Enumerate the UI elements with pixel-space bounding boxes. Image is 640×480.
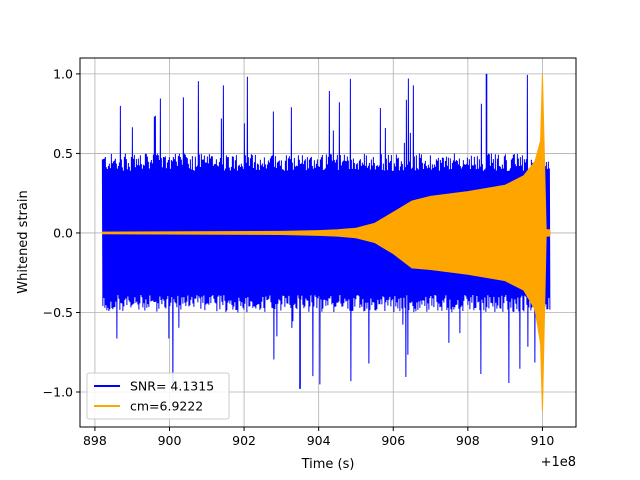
x-tick-label: 900 xyxy=(158,433,182,448)
y-tick-label: 1.0 xyxy=(53,66,73,81)
y-tick-label: −0.5 xyxy=(43,305,73,320)
x-axis-ticks: 898 900 902 904 906 908 910 xyxy=(83,427,554,448)
x-tick-label: 904 xyxy=(307,433,331,448)
x-axis-label: Time (s) xyxy=(301,457,355,472)
series-cm-envelope xyxy=(101,73,551,412)
y-axis-label: Whitened strain xyxy=(16,190,31,293)
y-tick-label: −1.0 xyxy=(43,385,73,400)
legend-box xyxy=(86,372,230,420)
series-layer xyxy=(101,73,551,412)
legend-label-cm: cm=6.9222 xyxy=(130,399,203,414)
x-offset-label: +1e8 xyxy=(541,455,576,470)
x-tick-label: 910 xyxy=(531,433,555,448)
legend-label-snr: SNR= 4.1315 xyxy=(130,379,214,394)
plot-frame xyxy=(79,57,577,428)
y-tick-label: 0.5 xyxy=(53,146,73,161)
x-tick-label: 898 xyxy=(83,433,107,448)
y-tick-label: 0.0 xyxy=(53,225,73,240)
y-axis-ticks: −1.0 −0.5 0.0 0.5 1.0 xyxy=(43,66,80,400)
x-tick-label: 908 xyxy=(456,433,480,448)
x-tick-label: 906 xyxy=(381,433,405,448)
x-tick-label: 902 xyxy=(232,433,256,448)
legend: SNR= 4.1315 cm=6.9222 xyxy=(86,372,230,420)
